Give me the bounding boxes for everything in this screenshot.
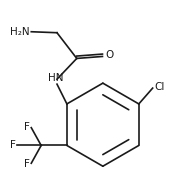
Text: Cl: Cl: [155, 82, 165, 92]
Text: F: F: [10, 140, 16, 151]
Text: O: O: [105, 50, 114, 61]
Text: H₂N: H₂N: [10, 27, 29, 37]
Text: F: F: [24, 159, 30, 169]
Text: HN: HN: [48, 73, 64, 83]
Text: F: F: [24, 122, 30, 132]
